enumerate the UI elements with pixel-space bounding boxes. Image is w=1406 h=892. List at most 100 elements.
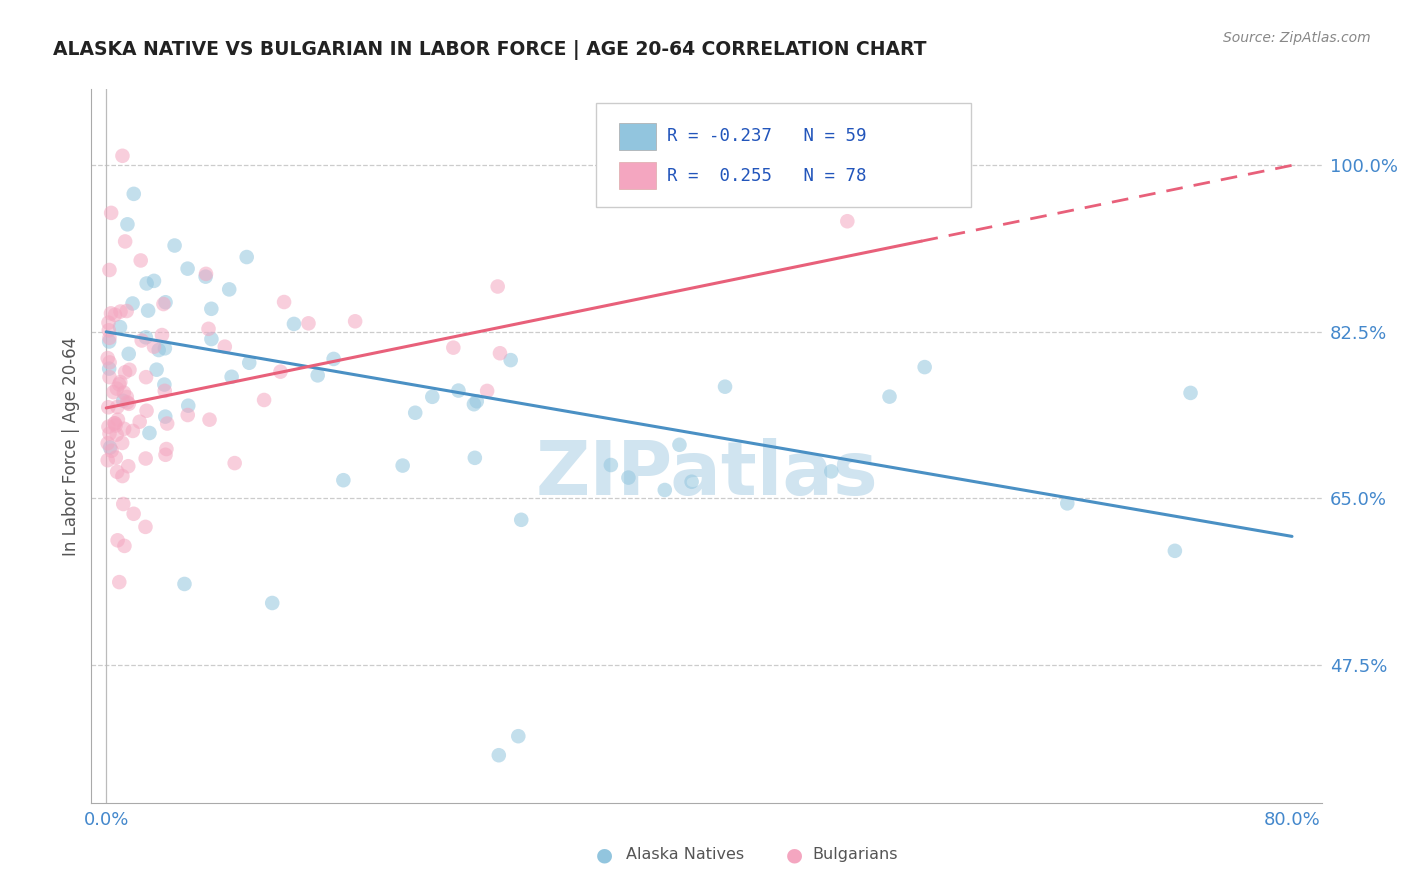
Point bbox=[112, 393, 135, 408]
Point bbox=[105, 465, 128, 479]
Point bbox=[152, 297, 174, 311]
Point bbox=[111, 469, 134, 483]
Point bbox=[121, 424, 143, 438]
Point bbox=[129, 253, 152, 268]
Point bbox=[475, 384, 498, 398]
Point bbox=[112, 497, 135, 511]
Point bbox=[156, 417, 179, 431]
Text: Alaska Natives: Alaska Natives bbox=[626, 847, 744, 862]
Point bbox=[404, 406, 426, 420]
Point bbox=[654, 483, 676, 497]
Point bbox=[489, 346, 512, 360]
Point bbox=[837, 214, 859, 228]
Point bbox=[135, 451, 157, 466]
Y-axis label: In Labor Force | Age 20-64: In Labor Force | Age 20-64 bbox=[62, 336, 80, 556]
Point bbox=[98, 263, 121, 277]
Point bbox=[97, 453, 120, 467]
FancyBboxPatch shape bbox=[619, 123, 657, 150]
Text: ●: ● bbox=[596, 845, 613, 864]
Point bbox=[105, 427, 128, 442]
Point bbox=[98, 355, 121, 369]
Point bbox=[97, 323, 120, 337]
Point bbox=[135, 330, 157, 344]
Point bbox=[488, 748, 510, 763]
Point bbox=[177, 399, 200, 413]
Point bbox=[155, 409, 177, 424]
Text: Source: ZipAtlas.com: Source: ZipAtlas.com bbox=[1223, 31, 1371, 45]
Point bbox=[173, 577, 195, 591]
Point bbox=[486, 279, 509, 293]
Point bbox=[269, 365, 291, 379]
Point bbox=[447, 384, 470, 398]
Point bbox=[114, 539, 136, 553]
Point bbox=[115, 304, 138, 318]
Point bbox=[307, 368, 329, 383]
Point bbox=[150, 328, 173, 343]
Point bbox=[235, 250, 257, 264]
Point bbox=[118, 363, 141, 377]
Point bbox=[198, 412, 221, 426]
Point bbox=[465, 394, 488, 409]
Point bbox=[110, 375, 132, 389]
Point bbox=[155, 442, 177, 456]
Point bbox=[122, 507, 145, 521]
Point bbox=[143, 340, 166, 354]
Point bbox=[224, 456, 246, 470]
Point bbox=[1164, 544, 1187, 558]
Point bbox=[253, 392, 276, 407]
Point bbox=[464, 450, 486, 465]
Point bbox=[143, 274, 166, 288]
Text: R =  0.255   N = 78: R = 0.255 N = 78 bbox=[666, 167, 866, 185]
Point bbox=[200, 301, 222, 316]
Point bbox=[108, 575, 131, 590]
Point bbox=[104, 308, 127, 322]
Text: ALASKA NATIVE VS BULGARIAN IN LABOR FORCE | AGE 20-64 CORRELATION CHART: ALASKA NATIVE VS BULGARIAN IN LABOR FORC… bbox=[53, 40, 927, 60]
Point bbox=[118, 397, 141, 411]
Point bbox=[176, 261, 198, 276]
Point bbox=[118, 347, 141, 361]
Point bbox=[297, 316, 319, 330]
Point bbox=[100, 306, 122, 320]
Point bbox=[98, 361, 121, 376]
Point bbox=[391, 458, 413, 473]
Point bbox=[441, 341, 464, 355]
Point bbox=[97, 436, 120, 450]
Point bbox=[97, 351, 120, 365]
Point bbox=[136, 303, 159, 318]
Point bbox=[322, 351, 344, 366]
Point bbox=[668, 438, 690, 452]
Point bbox=[107, 412, 129, 426]
Point bbox=[108, 377, 131, 392]
Text: ●: ● bbox=[786, 845, 803, 864]
Point bbox=[283, 317, 305, 331]
Point bbox=[122, 186, 145, 201]
Point bbox=[273, 295, 295, 310]
Point bbox=[97, 401, 120, 415]
Point bbox=[820, 464, 842, 478]
Point bbox=[105, 382, 128, 396]
FancyBboxPatch shape bbox=[596, 103, 972, 207]
Point bbox=[135, 277, 157, 291]
Point bbox=[153, 384, 176, 398]
Point bbox=[194, 269, 217, 284]
Point bbox=[97, 316, 120, 330]
Point bbox=[112, 385, 135, 400]
Point bbox=[499, 353, 522, 368]
Point bbox=[510, 513, 533, 527]
Point bbox=[105, 400, 128, 414]
Point bbox=[98, 370, 121, 384]
Point bbox=[104, 450, 127, 465]
Point bbox=[218, 282, 240, 296]
Point bbox=[115, 390, 138, 404]
Point bbox=[155, 295, 177, 310]
Point bbox=[98, 426, 121, 441]
Point bbox=[714, 380, 737, 394]
Point bbox=[114, 235, 136, 249]
Point bbox=[131, 334, 153, 348]
Point bbox=[100, 206, 122, 220]
Point bbox=[344, 314, 367, 328]
Point bbox=[332, 473, 354, 487]
Text: R = -0.237   N = 59: R = -0.237 N = 59 bbox=[666, 128, 866, 145]
Point bbox=[98, 334, 121, 349]
Point bbox=[177, 408, 200, 422]
